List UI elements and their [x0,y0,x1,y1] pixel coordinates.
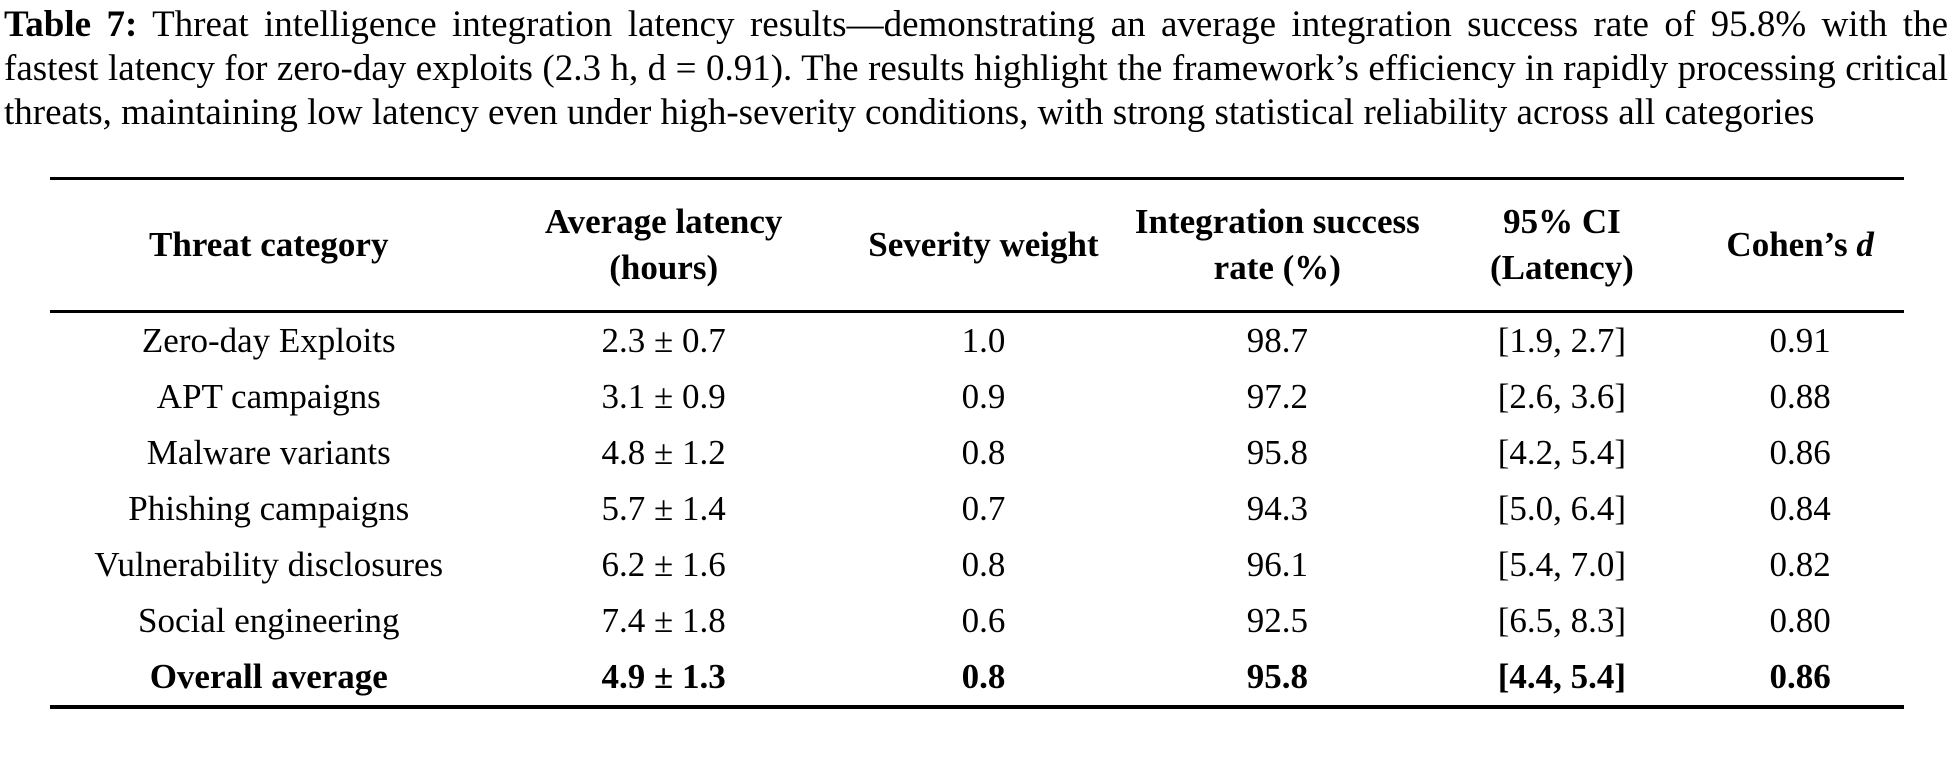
table-row: Social engineering 7.4 ± 1.8 0.6 92.5 [6… [50,593,1904,649]
cell-success-rate: 95.8 [1246,657,1308,696]
cell-ci: [4.2, 5.4] [1497,433,1627,472]
cell-severity: 0.8 [961,433,1006,472]
cell-latency: 5.7 ± 1.4 [601,489,726,528]
cell-latency: 4.8 ± 1.2 [601,433,726,472]
cell-severity: 0.7 [961,489,1006,528]
cell-latency: 3.1 ± 0.9 [601,377,726,416]
cell-ci: [5.4, 7.0] [1497,545,1627,584]
cell-ci: [4.4, 5.4] [1497,657,1627,696]
col-header-cohens-d-symbol: d [1856,225,1874,264]
col-header-integration-success-rate-label: Integration success rate (%) [1134,202,1420,287]
cell-cohens-d: 0.84 [1769,489,1831,528]
col-header-average-latency: Average latency (hours) [488,179,840,312]
table-row-overall-average: Overall average 4.9 ± 1.3 0.8 95.8 [4.4,… [50,649,1904,707]
table-row: APT campaigns 3.1 ± 0.9 0.9 97.2 [2.6, 3… [50,369,1904,425]
cell-ci: [6.5, 8.3] [1497,601,1627,640]
cell-category: Zero-day Exploits [141,321,396,360]
cell-cohens-d: 0.80 [1769,601,1831,640]
cell-cohens-d: 0.88 [1769,377,1831,416]
table-caption-label: Table 7: [4,4,138,45]
cell-latency: 2.3 ± 0.7 [601,321,726,360]
cell-cohens-d: 0.86 [1769,433,1831,472]
cell-category: Malware variants [146,433,391,472]
cell-latency: 4.9 ± 1.3 [601,657,726,696]
cell-severity: 0.6 [961,601,1006,640]
cell-category: Phishing campaigns [128,489,410,528]
cell-success-rate: 92.5 [1246,601,1308,640]
cell-category: Social engineering [138,601,400,640]
cell-severity: 0.8 [961,545,1006,584]
table-row: Phishing campaigns 5.7 ± 1.4 0.7 94.3 [5… [50,481,1904,537]
cell-success-rate: 98.7 [1246,321,1308,360]
cell-ci: [5.0, 6.4] [1497,489,1627,528]
table-row: Vulnerability disclosures 6.2 ± 1.6 0.8 … [50,537,1904,593]
table-row: Zero-day Exploits 2.3 ± 0.7 1.0 98.7 [1.… [50,312,1904,370]
cell-cohens-d: 0.91 [1769,321,1831,360]
cell-latency: 7.4 ± 1.8 [601,601,726,640]
cell-ci: [1.9, 2.7] [1497,321,1627,360]
table-body: Zero-day Exploits 2.3 ± 0.7 1.0 98.7 [1.… [50,312,1904,708]
cell-severity: 0.9 [961,377,1006,416]
cell-success-rate: 96.1 [1246,545,1308,584]
col-header-severity-weight: Severity weight [840,179,1127,312]
cell-success-rate: 97.2 [1246,377,1308,416]
col-header-integration-success-rate: Integration success rate (%) [1127,179,1427,312]
results-table: Threat category Average latency (hours) … [50,177,1904,709]
table-caption-text: Threat intelligence integration latency … [4,4,1948,133]
table-header-row: Threat category Average latency (hours) … [50,179,1904,312]
cell-ci: [2.6, 3.6] [1497,377,1627,416]
col-header-severity-weight-label: Severity weight [868,225,1099,264]
col-header-95ci-latency-label: 95% CI (Latency) [1489,202,1634,287]
col-header-threat-category: Threat category [50,179,488,312]
cell-severity: 0.8 [961,657,1006,696]
col-header-cohens-d: Cohen’s d [1696,179,1904,312]
cell-severity: 1.0 [961,321,1006,360]
col-header-threat-category-label: Threat category [149,225,389,264]
col-header-average-latency-label: Average latency (hours) [544,202,783,287]
cell-category: Overall average [149,657,388,696]
cell-cohens-d: 0.86 [1769,657,1831,696]
cell-success-rate: 94.3 [1246,489,1308,528]
cell-cohens-d: 0.82 [1769,545,1831,584]
cell-category: APT campaigns [156,377,381,416]
cell-category: Vulnerability disclosures [94,545,444,584]
table-header: Threat category Average latency (hours) … [50,179,1904,312]
table-row: Malware variants 4.8 ± 1.2 0.8 95.8 [4.2… [50,425,1904,481]
col-header-95ci-latency: 95% CI (Latency) [1427,179,1696,312]
table-caption: Table 7: Threat intelligence integration… [0,0,1954,135]
col-header-cohens-d-label: Cohen’s [1726,225,1848,264]
cell-success-rate: 95.8 [1246,433,1308,472]
cell-latency: 6.2 ± 1.6 [601,545,726,584]
